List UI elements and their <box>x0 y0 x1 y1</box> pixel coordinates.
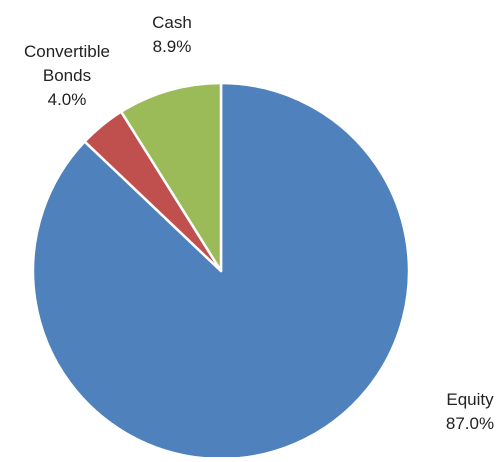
data-label-convertible-bonds: Convertible Bonds 4.0% <box>24 42 110 109</box>
pie-slices <box>31 81 411 461</box>
pie-slice-cash <box>119 81 223 273</box>
data-label-equity: Equity 87.0% <box>446 390 494 433</box>
data-label-cash: Cash 8.9% <box>152 13 192 56</box>
pie-data-labels: Equity 87.0% Convertible Bonds 4.0% Cash 8.9% <box>24 13 494 433</box>
